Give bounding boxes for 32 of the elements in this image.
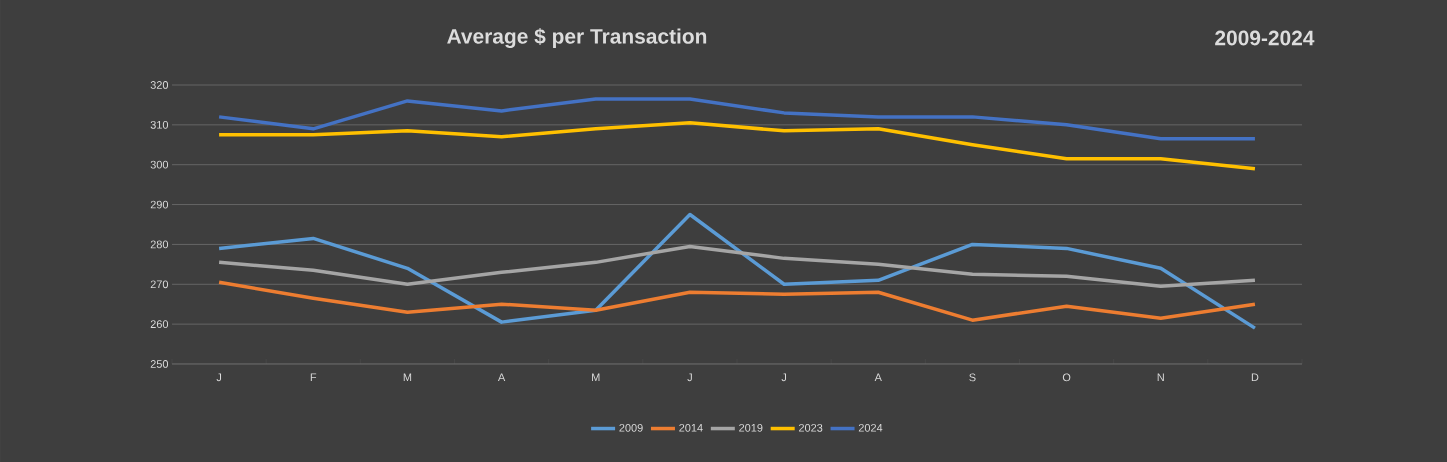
line-series xyxy=(217,212,1257,330)
x-tick-label: N xyxy=(1157,373,1164,382)
legend-label: 2019 xyxy=(739,423,763,432)
y-tick-label: 290 xyxy=(150,200,169,209)
legend-label: 2024 xyxy=(858,423,883,432)
y-tick-label: 300 xyxy=(150,160,169,169)
x-tick-label: F xyxy=(310,373,317,382)
x-tick-label: O xyxy=(1062,373,1071,382)
x-tick-label: M xyxy=(403,373,412,382)
y-tick-label: 250 xyxy=(150,360,169,368)
y-tick-label: 320 xyxy=(150,81,169,89)
line-series xyxy=(217,244,1257,289)
line-series xyxy=(217,97,1257,141)
y-tick-label: 270 xyxy=(150,280,169,289)
chart-subtitle: 2009-2024 xyxy=(1215,30,1315,46)
x-tick-label: A xyxy=(497,373,506,382)
x-tick-label: S xyxy=(969,373,976,382)
y-tick-label: 280 xyxy=(150,240,169,249)
x-tick-label: J xyxy=(216,373,222,382)
x-tick-label: M xyxy=(592,373,600,382)
legend-label: 2014 xyxy=(679,423,703,432)
x-tick-label: J xyxy=(781,373,787,382)
legend-label: 2023 xyxy=(798,423,823,432)
line-series xyxy=(217,280,1257,322)
x-tick-label: D xyxy=(1251,373,1259,382)
legend-label: 2009 xyxy=(619,423,643,432)
line-series xyxy=(217,121,1257,171)
x-tick-label: A xyxy=(874,373,882,382)
x-tick-label: J xyxy=(687,373,692,382)
y-tick-label: 310 xyxy=(150,120,169,129)
y-tick-label: 260 xyxy=(150,320,169,329)
chart-title: Average $ per Transaction xyxy=(447,28,707,48)
